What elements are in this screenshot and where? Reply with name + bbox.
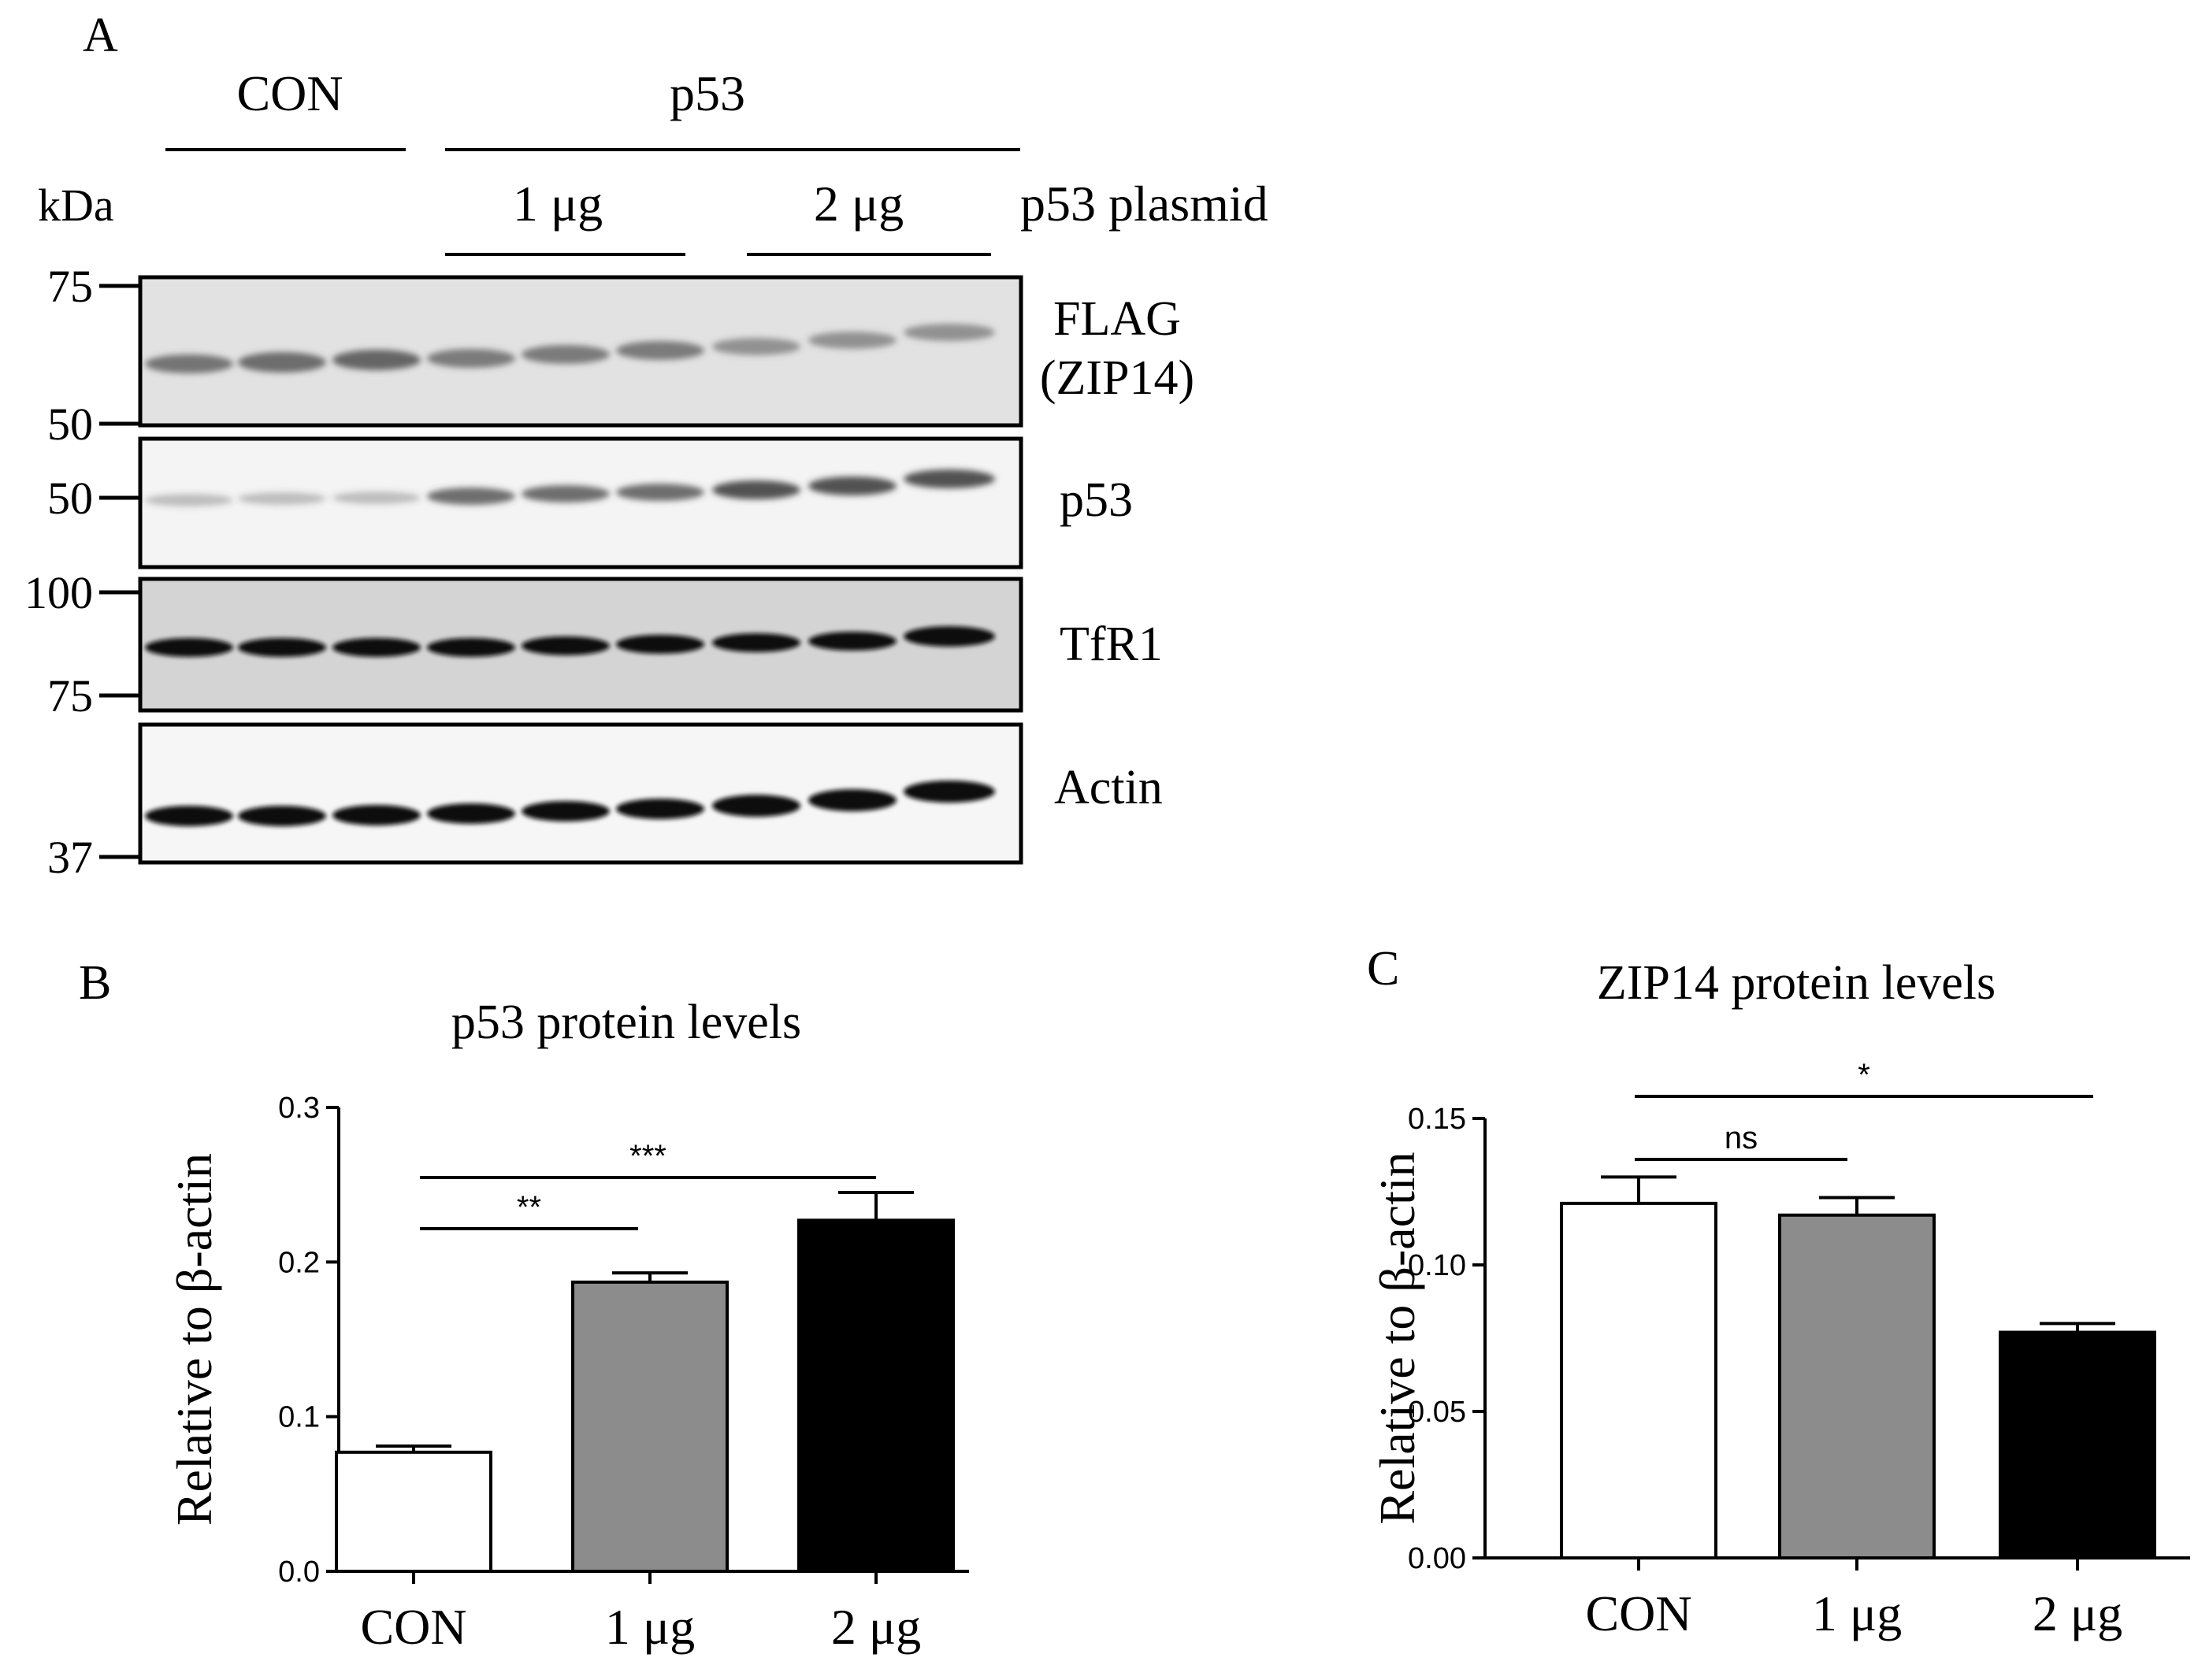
label-p53: p53 <box>1060 473 1133 527</box>
marker-75-top: 75 <box>47 261 93 312</box>
blot-actin-bands <box>145 781 995 826</box>
blot-p53-bands <box>145 469 995 506</box>
blot-labels: FLAG (ZIP14) p53 TfR1 Actin <box>1040 292 1194 814</box>
label-flag: FLAG <box>1053 292 1181 346</box>
chart-b-bar <box>335 1450 492 1574</box>
dose-2ug-label: 2 μg <box>814 176 904 232</box>
label-tfr1: TfR1 <box>1060 617 1163 671</box>
chart-c-bar <box>1560 1201 1717 1559</box>
chart-c-significance-label: ns <box>1725 1121 1758 1155</box>
label-actin: Actin <box>1054 761 1163 814</box>
chart-b-ytick-label: 0.0 <box>278 1556 320 1589</box>
chart-b-bar <box>797 1218 955 1574</box>
panel-b-letter: B <box>79 956 111 1010</box>
chart-b-bar <box>571 1280 729 1574</box>
blot-flag <box>138 275 1023 428</box>
chart-c-bar <box>1778 1213 1936 1559</box>
chart-b-significance-label: ** <box>517 1190 541 1225</box>
chart-c-significance-label: * <box>1858 1058 1870 1092</box>
chart-c-ytick-label: 0.00 <box>1408 1542 1466 1575</box>
marker-100: 100 <box>24 567 93 618</box>
marker-75-b: 75 <box>47 670 93 721</box>
kda-label: kDa <box>38 180 114 231</box>
panel-a-letter: A <box>83 9 118 62</box>
chart-c-title: ZIP14 protein levels <box>1597 956 1996 1010</box>
group-con-label: CON <box>236 65 343 121</box>
blot-actin <box>138 722 1023 865</box>
blot-tfr1-bands <box>145 626 995 657</box>
chart-b-title: p53 protein levels <box>451 996 801 1049</box>
chart-b-ytick-label: 0.3 <box>278 1092 320 1125</box>
chart-c-bar <box>1999 1330 2156 1560</box>
chart-c-ylabel: Relative to β-actin <box>1369 1152 1425 1524</box>
chart-b-xtick-label: 1 μg <box>605 1599 695 1655</box>
blot-tfr1 <box>138 577 1023 713</box>
chart-b-xtick-label: 2 μg <box>831 1599 921 1655</box>
chart-c-xtick-label: 1 μg <box>1812 1585 1902 1641</box>
chart-c-xtick-label: CON <box>1585 1585 1691 1641</box>
chart-b-significance-label: *** <box>629 1139 666 1174</box>
marker-37: 37 <box>47 832 93 883</box>
chart-c-ytick-label: 0.10 <box>1408 1249 1466 1282</box>
marker-50-a: 50 <box>47 399 93 450</box>
group-p53-label: p53 <box>670 65 745 121</box>
chart-c-ytick-label: 0.05 <box>1408 1396 1466 1429</box>
label-zip14: (ZIP14) <box>1040 351 1194 405</box>
panel-c-letter: C <box>1367 942 1399 996</box>
blot-flag-bands <box>145 324 995 373</box>
blot-actin-frame <box>138 722 1023 865</box>
chart-b-xtick-label: CON <box>360 1599 466 1655</box>
chart-b-ytick-label: 0.1 <box>278 1401 320 1434</box>
plasmid-label: p53 plasmid <box>1020 176 1268 232</box>
chart-c-ytick-label: 0.15 <box>1408 1103 1466 1136</box>
mw-markers: 75 50 50 100 75 37 <box>24 261 139 883</box>
panel-a: A CON p53 kDa 1 μg 2 μg p53 plasmid <box>24 9 1268 883</box>
chart-b-ylabel: Relative to β-actin <box>166 1153 222 1526</box>
panel-b-chart: p53 protein levels Relative to β-actin 0.0… <box>166 996 969 1655</box>
dose-1ug-label: 1 μg <box>513 176 603 232</box>
chart-b-ytick-label: 0.2 <box>278 1246 320 1279</box>
chart-c-xtick-label: 2 μg <box>2033 1585 2122 1641</box>
blot-p53 <box>138 436 1023 569</box>
marker-50-b: 50 <box>47 473 93 524</box>
